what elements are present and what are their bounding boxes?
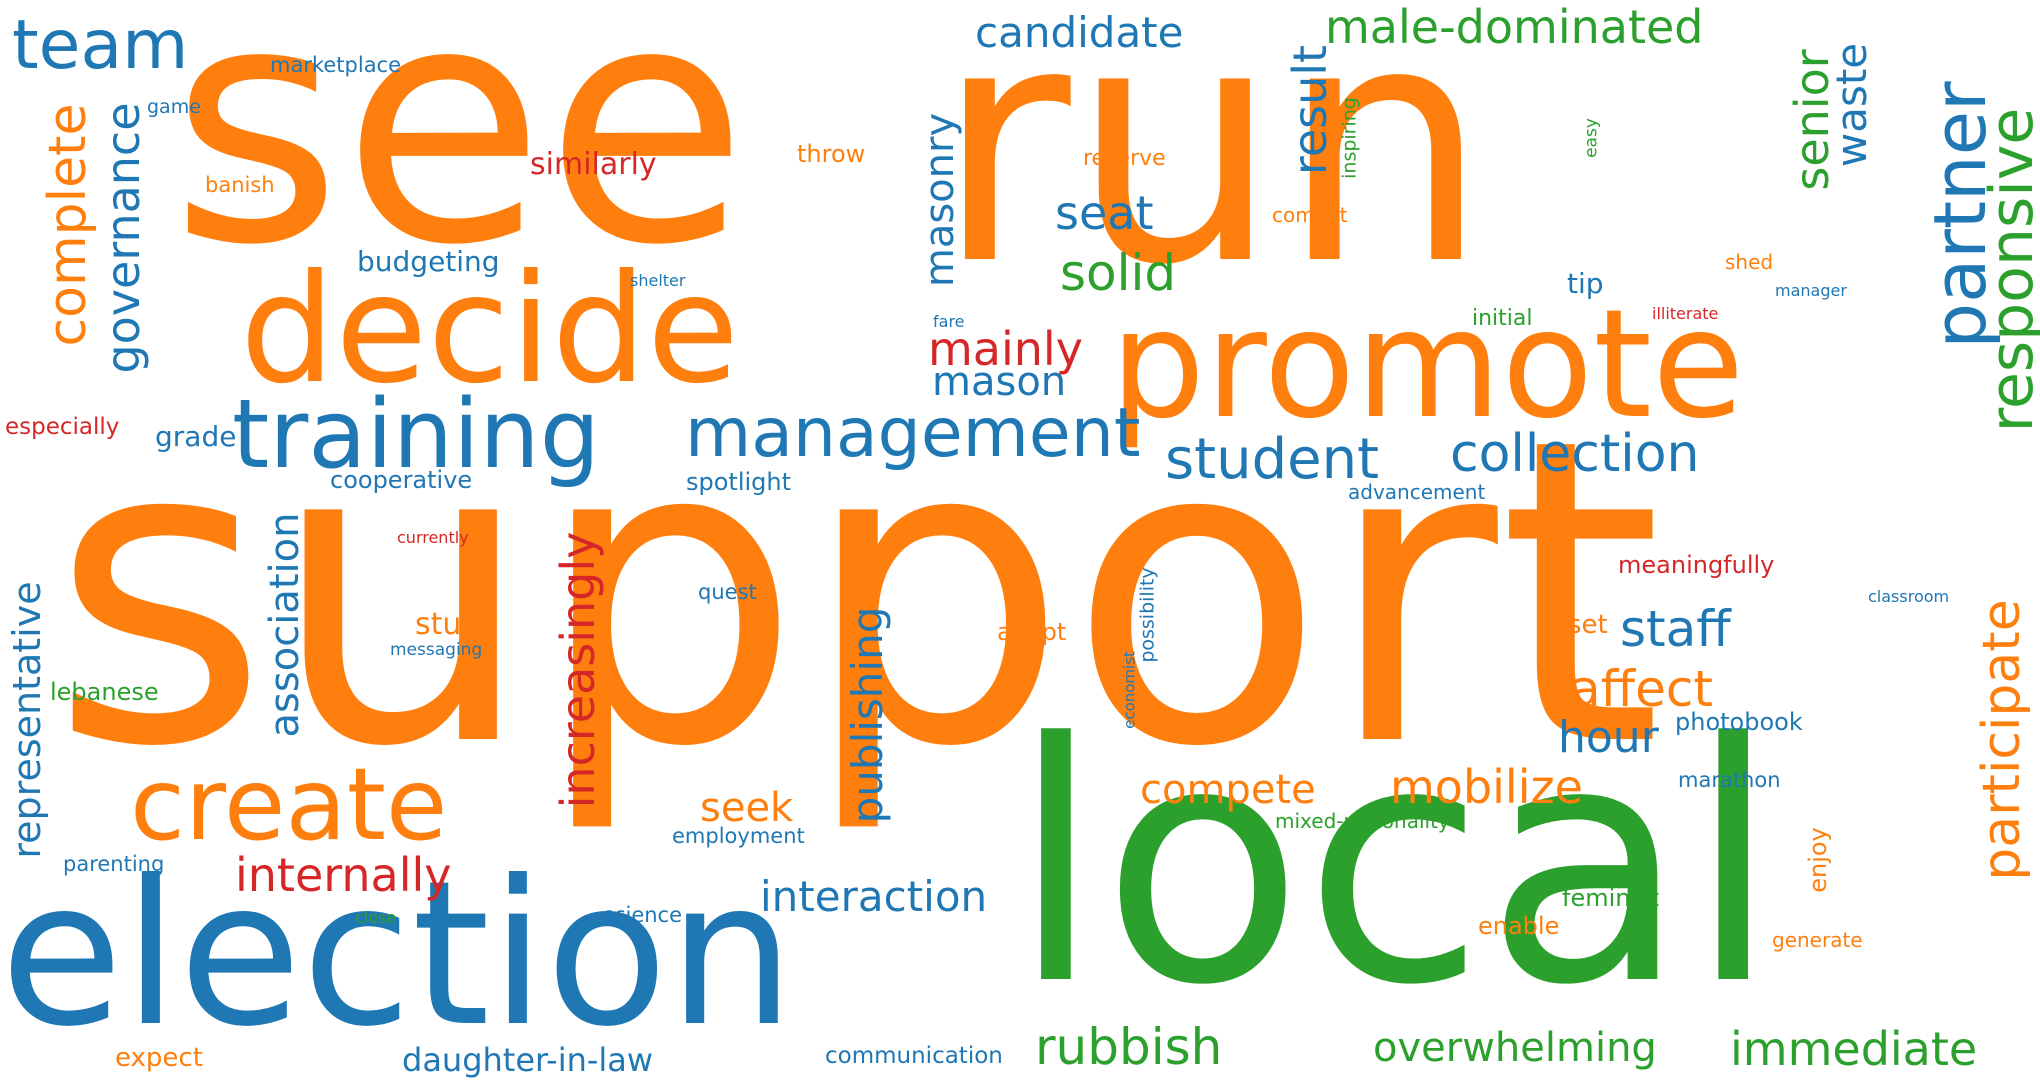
word-combat: combat (1272, 203, 1348, 227)
word-collection: collection (1450, 424, 1700, 484)
word-fare: fare (933, 312, 965, 331)
word-decide: decide (240, 243, 740, 417)
word-photobook: photobook (1675, 708, 1803, 736)
word-shed: shed (1725, 250, 1774, 274)
word-waste: waste (1827, 42, 1876, 168)
word-study: study (415, 607, 499, 642)
word-complete: complete (38, 103, 98, 347)
word-seek: seek (700, 785, 794, 831)
word-generate: generate (1772, 928, 1863, 952)
word-grade: grade (155, 420, 237, 453)
word-run: run (935, 0, 1489, 337)
word-illiterate: illiterate (1652, 304, 1719, 323)
word-male-dominated: male-dominated (1325, 0, 1704, 54)
word-enable: enable (1478, 912, 1560, 940)
word-close: close (355, 908, 397, 927)
word-management: management (685, 394, 1141, 473)
word-communication: communication (825, 1043, 1003, 1069)
word-reserve: reserve (1083, 146, 1166, 171)
word-immediate: immediate (1730, 1022, 1978, 1076)
word-election: election (0, 838, 795, 1071)
word-see: see (170, 0, 748, 317)
word-promote: promote (1110, 278, 1745, 452)
word-currently: currently (397, 528, 469, 547)
word-spotlight: spotlight (686, 468, 792, 496)
word-feminist: feminist (1562, 884, 1660, 912)
word-lebanese: lebanese (50, 678, 159, 706)
word-mixed-nationality: mixed-nationality (1275, 809, 1450, 833)
word-governance: governance (96, 102, 150, 374)
word-parenting: parenting (63, 852, 165, 876)
word-possibility: possibility (1136, 567, 1159, 663)
word-masonry: masonry (917, 112, 963, 288)
word-internally: internally (235, 848, 452, 902)
word-quest: quest (698, 580, 757, 604)
word-set: set (1568, 610, 1608, 640)
word-mason: mason (932, 359, 1067, 405)
word-game: game (147, 96, 201, 118)
word-initial: initial (1472, 306, 1533, 331)
word-economist: economist (1120, 651, 1139, 729)
word-enjoy: enjoy (1804, 827, 1832, 893)
word-messaging: messaging (390, 640, 483, 660)
word-cooperative: cooperative (330, 466, 473, 494)
word-rubbish: rubbish (1035, 1018, 1223, 1076)
word-easy: easy (1581, 118, 1602, 158)
word-compete: compete (1140, 767, 1316, 813)
word-marketplace: marketplace (270, 53, 402, 77)
word-solid: solid (1060, 244, 1177, 302)
word-shelter: shelter (630, 271, 686, 290)
word-support: support (50, 350, 1663, 839)
word-especially: especially (5, 414, 120, 440)
word-adopt: adopt (997, 618, 1067, 646)
word-seat: seat (1055, 186, 1154, 240)
word-similarly: similarly (530, 147, 657, 182)
word-employment: employment (672, 824, 805, 848)
word-result: result (1283, 44, 1337, 176)
word-student: student (1165, 427, 1380, 492)
word-meaningfully: meaningfully (1618, 551, 1775, 579)
word-interaction: interaction (760, 872, 988, 921)
word-classroom: classroom (1868, 587, 1950, 606)
word-representative: representative (5, 581, 49, 859)
word-publishing: publishing (843, 606, 892, 824)
word-manager: manager (1775, 281, 1847, 300)
word-responsive: responsive (1977, 107, 2040, 433)
word-marathon: marathon (1678, 768, 1781, 792)
word-advancement: advancement (1348, 480, 1486, 504)
word-participate: participate (1972, 599, 2032, 881)
word-inspiring: inspiring (1338, 97, 1361, 179)
word-science: science (603, 903, 683, 927)
word-increasingly: increasingly (551, 531, 605, 809)
word-staff: staff (1620, 600, 1731, 658)
word-mobilize: mobilize (1390, 760, 1583, 814)
word-association: association (262, 512, 308, 738)
word-create: create (130, 746, 448, 863)
word-training: training (232, 380, 601, 490)
word-tip: tip (1567, 267, 1604, 300)
word-throw: throw (797, 140, 866, 168)
word-mainly: mainly (928, 322, 1083, 376)
word-team: team (12, 6, 189, 85)
word-expect: expect (115, 1043, 203, 1073)
word-daughter-in-law: daughter-in-law (402, 1041, 654, 1079)
word-overwhelming: overwhelming (1373, 1025, 1657, 1071)
word-banish: banish (205, 173, 275, 197)
word-budgeting: budgeting (357, 245, 500, 278)
word-affect: affect (1570, 660, 1713, 718)
word-local: local (1010, 673, 1779, 1057)
word-candidate: candidate (975, 8, 1184, 57)
word-hour: hour (1558, 712, 1659, 763)
